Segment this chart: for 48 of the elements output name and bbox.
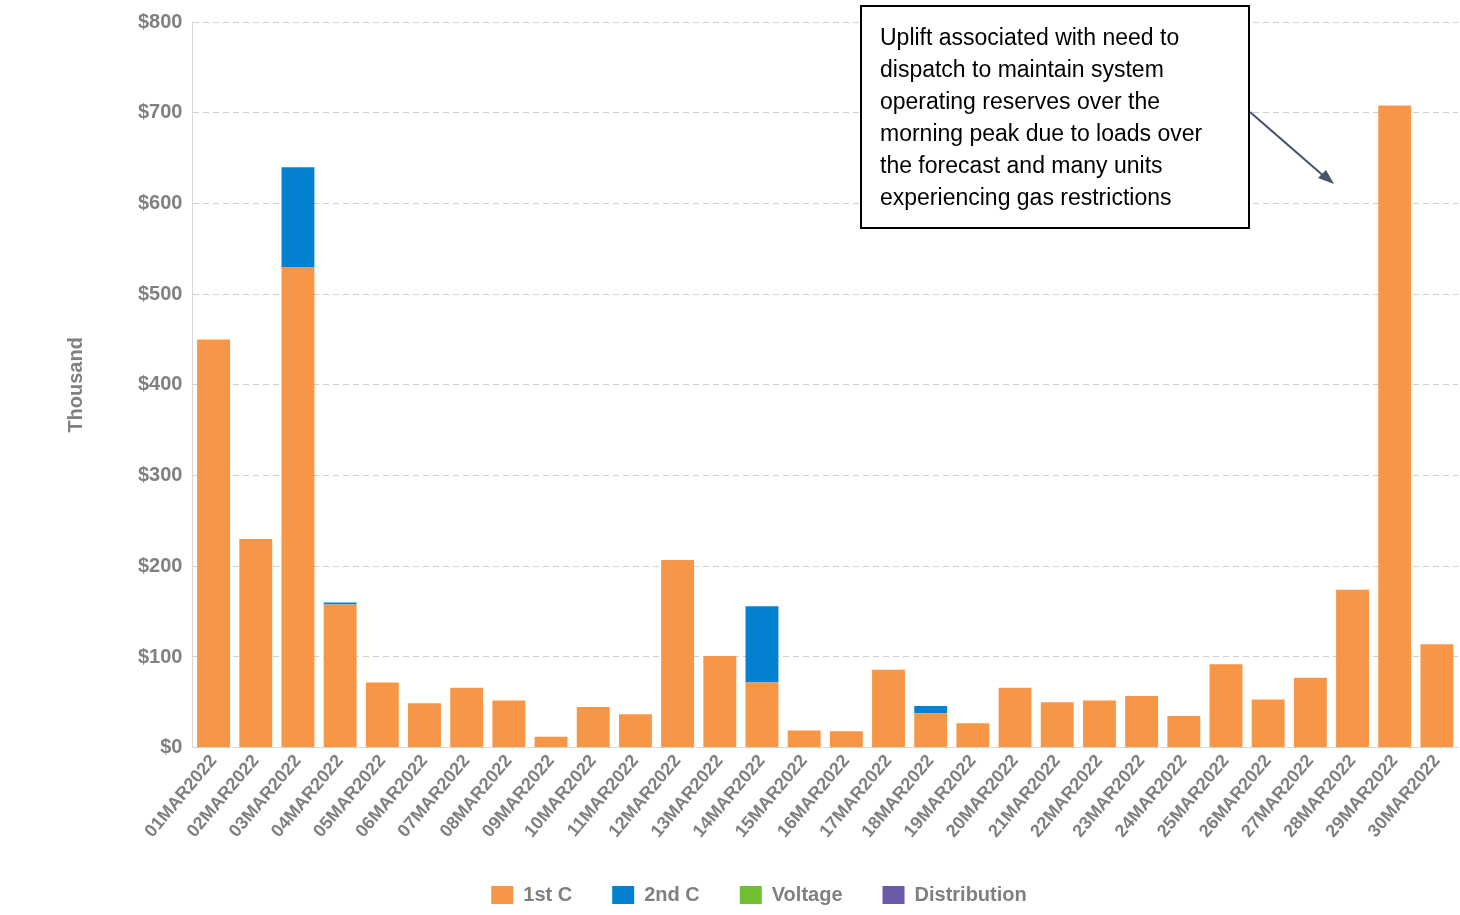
bar xyxy=(534,736,568,748)
bar xyxy=(450,687,484,748)
bar xyxy=(661,559,695,748)
bar xyxy=(197,339,231,748)
bar xyxy=(1251,699,1285,748)
y-tick-label: $300 xyxy=(137,463,183,486)
y-tick-label: $200 xyxy=(137,553,183,576)
legend-label: Distribution xyxy=(914,882,1027,905)
annotation: Uplift associated with need to dispatch to maintain system operating reserves over the morning peak due to loads over the forecast and many units experiencing gas restrictions xyxy=(860,5,1250,229)
bar xyxy=(745,606,779,683)
bar xyxy=(956,723,990,748)
bar xyxy=(914,705,948,714)
y-tick-label: $800 xyxy=(137,9,183,32)
y-tick-label: $500 xyxy=(137,281,183,304)
bar xyxy=(281,167,315,267)
y-tick-label: $700 xyxy=(137,100,183,123)
y-tick-label: $400 xyxy=(137,372,183,395)
bar xyxy=(365,682,399,748)
bar xyxy=(1378,105,1412,748)
bar xyxy=(576,706,610,748)
legend-label: Voltage xyxy=(771,882,843,905)
bar xyxy=(1209,664,1243,748)
bar xyxy=(829,731,863,748)
bar xyxy=(618,714,652,748)
bar xyxy=(239,539,273,748)
y-tick-label: $0 xyxy=(160,735,183,758)
bar xyxy=(492,700,526,748)
bar xyxy=(914,713,948,748)
legend-label: 1st C xyxy=(523,882,573,905)
bar xyxy=(408,703,441,748)
bar xyxy=(1336,589,1369,748)
bar xyxy=(703,656,737,748)
y-axis-title: Thousand xyxy=(63,337,86,433)
bar xyxy=(787,730,821,748)
bar xyxy=(998,687,1032,748)
bar xyxy=(1167,715,1201,748)
bar xyxy=(1125,696,1159,748)
bar xyxy=(323,604,357,748)
y-tick-label: $100 xyxy=(137,644,183,667)
bar xyxy=(1082,700,1116,748)
bar xyxy=(1040,702,1074,748)
legend-label: 2nd C xyxy=(644,882,700,905)
bar xyxy=(872,669,905,748)
bar xyxy=(281,266,315,748)
y-tick-label: $600 xyxy=(137,190,183,213)
bar xyxy=(1420,644,1454,748)
bar xyxy=(745,682,779,748)
bar xyxy=(1293,677,1327,748)
